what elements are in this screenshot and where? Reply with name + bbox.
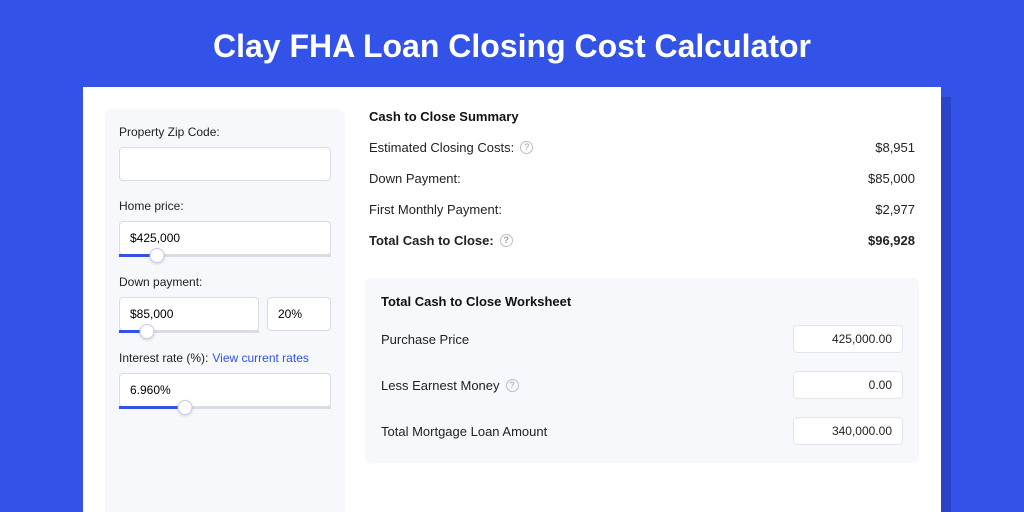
interest-field: Interest rate (%): View current rates	[119, 351, 331, 409]
summary-row: Total Cash to Close:? $96,928	[369, 233, 915, 248]
zip-label: Property Zip Code:	[119, 125, 331, 139]
summary-row: Estimated Closing Costs:? $8,951	[369, 140, 915, 155]
worksheet-rows: Purchase Price Less Earnest Money? Total M…	[381, 325, 903, 445]
down-payment-track	[119, 330, 259, 333]
zip-field: Property Zip Code:	[119, 125, 331, 181]
interest-thumb[interactable]	[177, 400, 192, 415]
summary-row-label: Down Payment:	[369, 171, 461, 186]
results-panel: Cash to Close Summary Estimated Closing …	[365, 109, 919, 512]
worksheet-row: Less Earnest Money?	[381, 371, 903, 399]
down-payment-slider[interactable]	[119, 297, 259, 333]
summary-section: Cash to Close Summary Estimated Closing …	[365, 109, 919, 278]
worksheet-row-label: Less Earnest Money?	[381, 378, 519, 393]
worksheet-row-input[interactable]	[793, 371, 903, 399]
summary-row-label-text: First Monthly Payment:	[369, 202, 502, 217]
summary-heading: Cash to Close Summary	[369, 109, 915, 124]
interest-slider[interactable]	[119, 373, 331, 409]
down-payment-pct-input[interactable]	[267, 297, 331, 331]
worksheet-row-label-text: Total Mortgage Loan Amount	[381, 424, 547, 439]
summary-row-label: First Monthly Payment:	[369, 202, 502, 217]
worksheet-row-label-text: Purchase Price	[381, 332, 469, 347]
summary-row: Down Payment: $85,000	[369, 171, 915, 186]
summary-row-label-text: Estimated Closing Costs:	[369, 140, 514, 155]
worksheet-section: Total Cash to Close Worksheet Purchase P…	[365, 278, 919, 463]
interest-input[interactable]	[119, 373, 331, 407]
summary-row-label-text: Down Payment:	[369, 171, 461, 186]
home-price-track	[119, 254, 331, 257]
calculator-card: Property Zip Code: Home price: Down paym…	[83, 87, 941, 512]
help-icon[interactable]: ?	[520, 141, 533, 154]
view-rates-link[interactable]: View current rates	[212, 351, 309, 365]
worksheet-row: Purchase Price	[381, 325, 903, 353]
summary-row-label: Estimated Closing Costs:?	[369, 140, 533, 155]
worksheet-row-label: Purchase Price	[381, 332, 469, 347]
down-payment-field: Down payment:	[119, 275, 331, 333]
home-price-label: Home price:	[119, 199, 331, 213]
summary-row-value: $85,000	[868, 171, 915, 186]
worksheet-heading: Total Cash to Close Worksheet	[381, 294, 903, 309]
worksheet-row-input[interactable]	[793, 417, 903, 445]
summary-row-value: $96,928	[868, 233, 915, 248]
summary-row-label-text: Total Cash to Close:	[369, 233, 494, 248]
worksheet-row-input[interactable]	[793, 325, 903, 353]
home-price-field: Home price:	[119, 199, 331, 257]
worksheet-row: Total Mortgage Loan Amount	[381, 417, 903, 445]
down-payment-input[interactable]	[119, 297, 259, 331]
summary-row-value: $2,977	[875, 202, 915, 217]
home-price-slider[interactable]	[119, 221, 331, 257]
interest-label: Interest rate (%):	[119, 351, 208, 365]
help-icon[interactable]: ?	[500, 234, 513, 247]
help-icon[interactable]: ?	[506, 379, 519, 392]
down-payment-label: Down payment:	[119, 275, 331, 289]
calculator-card-shadow: Property Zip Code: Home price: Down paym…	[83, 87, 941, 512]
summary-row-value: $8,951	[875, 140, 915, 155]
page-title: Clay FHA Loan Closing Cost Calculator	[0, 0, 1024, 87]
worksheet-row-label: Total Mortgage Loan Amount	[381, 424, 547, 439]
zip-input[interactable]	[119, 147, 331, 181]
summary-row-label: Total Cash to Close:?	[369, 233, 513, 248]
down-payment-thumb[interactable]	[140, 324, 155, 339]
inputs-panel: Property Zip Code: Home price: Down paym…	[105, 109, 345, 512]
home-price-thumb[interactable]	[150, 248, 165, 263]
summary-rows: Estimated Closing Costs:? $8,951 Down Paym…	[369, 140, 915, 248]
interest-fill	[119, 406, 185, 409]
worksheet-row-label-text: Less Earnest Money	[381, 378, 500, 393]
interest-track	[119, 406, 331, 409]
summary-row: First Monthly Payment: $2,977	[369, 202, 915, 217]
